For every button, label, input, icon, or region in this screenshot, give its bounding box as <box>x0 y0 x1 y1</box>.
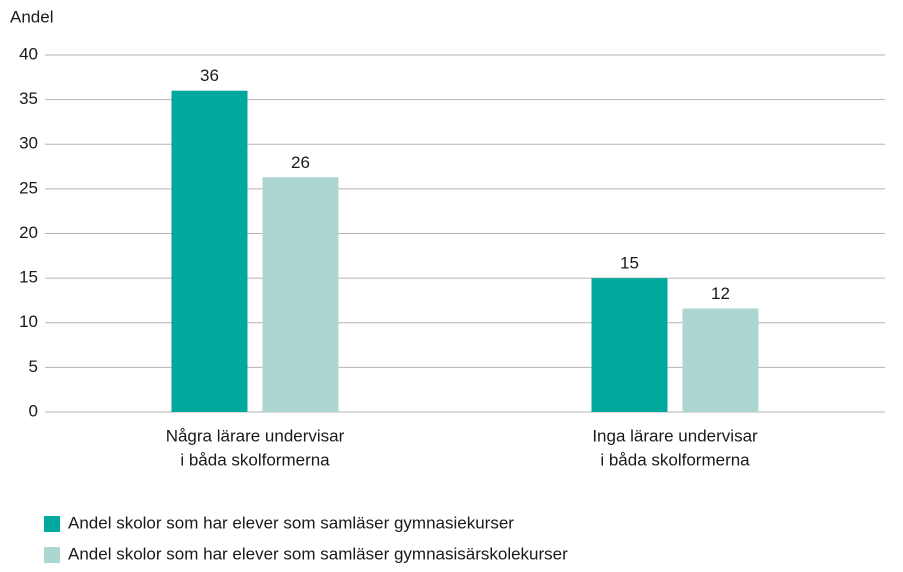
y-tick-label: 5 <box>29 357 38 376</box>
x-tick-label: i båda skolformerna <box>600 450 750 469</box>
data-label: 26 <box>291 153 310 172</box>
bar <box>682 308 759 412</box>
legend-label: Andel skolor som har elever som samläser… <box>68 513 514 532</box>
bar <box>591 278 668 412</box>
legend-swatch <box>44 547 60 563</box>
data-label: 36 <box>200 66 219 85</box>
y-tick-label: 30 <box>19 134 38 153</box>
y-tick-label: 10 <box>19 312 38 331</box>
y-tick-label: 35 <box>19 89 38 108</box>
data-label: 15 <box>620 254 639 273</box>
legend-label: Andel skolor som har elever som samläser… <box>68 544 568 563</box>
bar <box>262 177 339 412</box>
x-tick-label: Inga lärare undervisar <box>592 426 758 445</box>
bar <box>171 90 248 412</box>
y-tick-label: 15 <box>19 268 38 287</box>
x-tick-label: Några lärare undervisar <box>166 426 345 445</box>
y-tick-label: 20 <box>19 223 38 242</box>
y-axis-label: Andel <box>10 7 53 26</box>
x-tick-label: i båda skolformerna <box>180 450 330 469</box>
y-tick-label: 25 <box>19 178 38 197</box>
y-tick-label: 0 <box>29 401 38 420</box>
y-tick-label: 40 <box>19 44 38 63</box>
data-label: 12 <box>711 284 730 303</box>
legend-swatch <box>44 516 60 532</box>
